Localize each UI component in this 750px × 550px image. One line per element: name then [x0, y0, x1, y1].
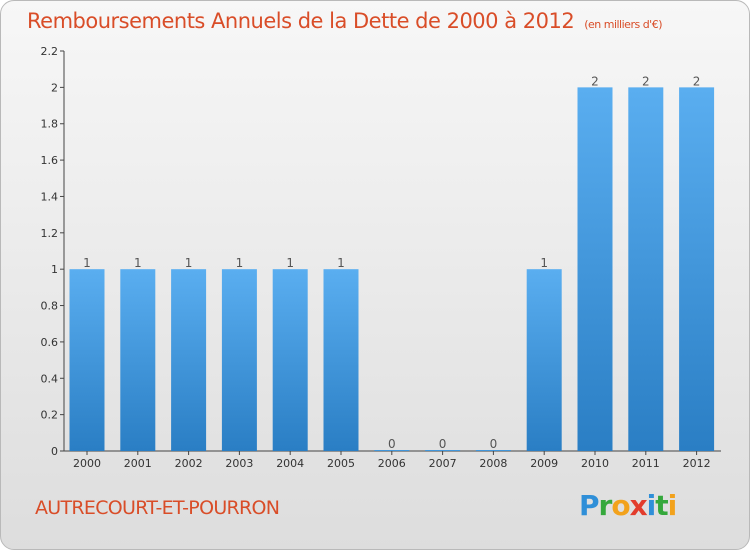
y-tick-label: 0: [51, 445, 58, 458]
proxiti-logo: Proxiti: [579, 489, 678, 522]
y-tick-label: 2.2: [41, 45, 59, 58]
bar: [272, 269, 308, 451]
y-tick-label: 1.4: [41, 190, 59, 203]
chart-title-text: Remboursements Annuels de la Dette de 20…: [27, 9, 575, 33]
logo-letter: i: [667, 489, 678, 522]
bar: [69, 269, 105, 451]
chart-title: Remboursements Annuels de la Dette de 20…: [27, 9, 662, 33]
x-tick-label: 2004: [276, 457, 304, 470]
y-tick-label: 2: [51, 81, 58, 94]
x-tick-label: 2000: [73, 457, 101, 470]
bar: [475, 450, 511, 451]
logo-letter: o: [611, 489, 630, 522]
commune-name: AUTRECOURT-ET-POURRON: [35, 497, 280, 519]
bar: [374, 450, 410, 451]
y-tick-label: 1.6: [41, 154, 59, 167]
data-label: 0: [439, 437, 447, 451]
x-tick-label: 2010: [581, 457, 609, 470]
data-label: 1: [83, 256, 91, 270]
bar: [171, 269, 207, 451]
data-label: 1: [134, 256, 142, 270]
bar: [577, 87, 613, 451]
logo-letter: P: [579, 489, 600, 522]
y-tick-label: 0.6: [41, 336, 59, 349]
y-tick-label: 1: [51, 263, 58, 276]
data-label: 2: [591, 74, 599, 88]
bar: [526, 269, 562, 451]
data-label: 2: [642, 74, 650, 88]
data-label: 0: [388, 437, 396, 451]
data-label: 1: [286, 256, 294, 270]
data-label: 2: [693, 74, 701, 88]
chart-subtitle: (en milliers d'€): [584, 18, 662, 31]
data-label: 1: [337, 256, 345, 270]
data-label: 0: [490, 437, 498, 451]
y-tick-label: 1.8: [41, 118, 59, 131]
y-tick-label: 0.2: [41, 409, 59, 422]
x-tick-label: 2001: [124, 457, 152, 470]
bar: [120, 269, 156, 451]
y-tick-label: 0.8: [41, 300, 59, 313]
data-label: 1: [540, 256, 548, 270]
x-tick-label: 2003: [225, 457, 253, 470]
x-tick-label: 2006: [378, 457, 406, 470]
bar: [628, 87, 664, 451]
data-label: 1: [236, 256, 244, 270]
x-tick-label: 2012: [683, 457, 711, 470]
data-label: 1: [185, 256, 193, 270]
logo-letter: t: [655, 489, 668, 522]
bar: [679, 87, 715, 451]
x-tick-label: 2007: [429, 457, 457, 470]
logo-letter: r: [598, 489, 613, 522]
x-tick-label: 2011: [632, 457, 660, 470]
y-tick-label: 0.4: [41, 372, 59, 385]
bar: [221, 269, 257, 451]
x-tick-label: 2008: [479, 457, 507, 470]
x-tick-label: 2005: [327, 457, 355, 470]
logo-letter: i: [646, 489, 657, 522]
logo-letter: x: [629, 489, 648, 522]
bar: [425, 450, 461, 451]
x-tick-label: 2009: [530, 457, 558, 470]
x-tick-label: 2002: [175, 457, 203, 470]
bar: [323, 269, 359, 451]
y-tick-label: 1.2: [41, 227, 59, 240]
